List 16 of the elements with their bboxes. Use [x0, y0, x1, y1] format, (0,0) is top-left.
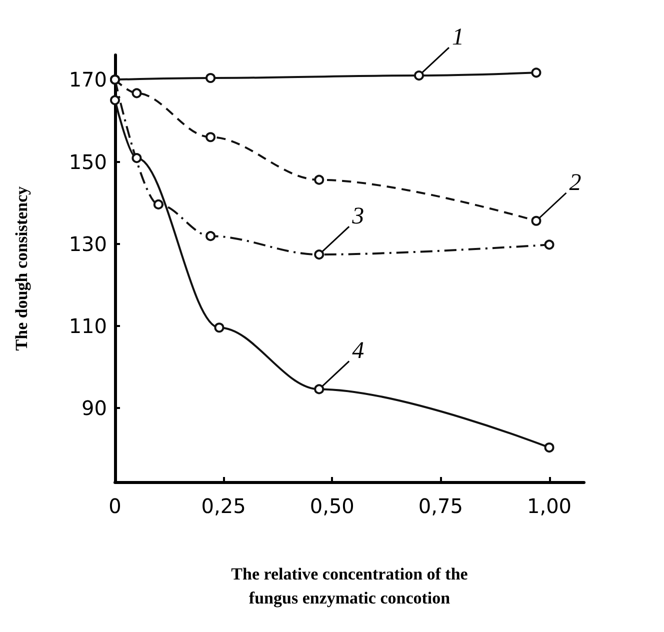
x-tick-label: 0,25 — [201, 494, 246, 518]
x-axis-title: The relative concentration of the fungus enzymatic concotion — [231, 564, 468, 608]
x-tick-label: 1,00 — [526, 494, 572, 518]
y-tick-label: 90 — [82, 396, 107, 420]
y-tick-label: 170 — [68, 68, 107, 92]
y-axis-title: The dough consistency — [12, 186, 31, 351]
annotation: 3 — [351, 204, 364, 230]
annotation: 1 — [452, 24, 464, 51]
x-tick-label: 0,50 — [310, 494, 354, 518]
y-tick-label: 150 — [68, 150, 107, 174]
annotation: 4 — [352, 338, 364, 364]
y-tick-label: 110 — [68, 314, 107, 338]
annotation: 2 — [569, 170, 582, 196]
x-tick-label: 0 — [108, 494, 122, 518]
x-tick-label: 0,75 — [418, 494, 463, 518]
y-tick-label: 130 — [68, 232, 107, 256]
